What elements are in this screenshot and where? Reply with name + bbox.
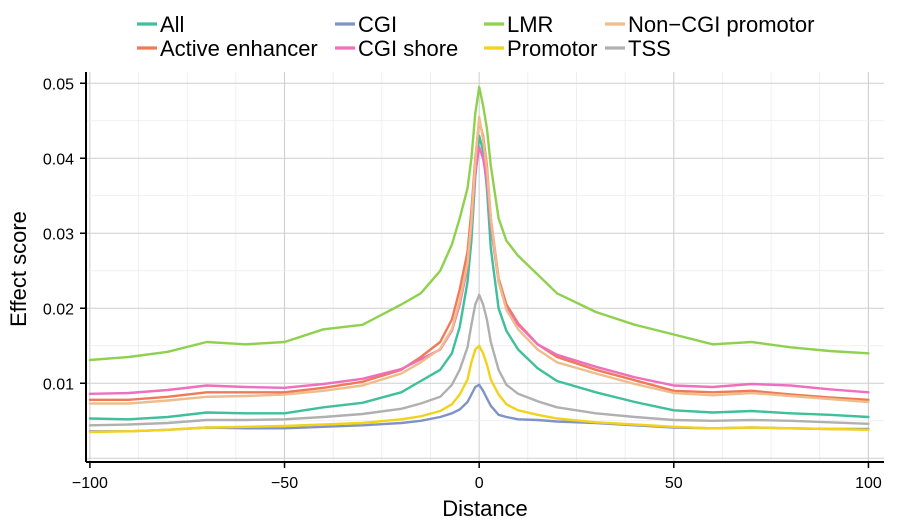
grid xyxy=(86,72,884,462)
y-tick-label: 0.04 xyxy=(43,151,74,168)
tick-labels: −100 −50 0 50 100 0.01 0.02 0.03 0.04 0.05 xyxy=(43,76,882,492)
x-tick-label: −50 xyxy=(271,475,298,492)
x-tick-label: 50 xyxy=(665,475,683,492)
series-line-lmr xyxy=(88,85,870,362)
legend-label: Promotor xyxy=(507,36,597,61)
x-tick-label: −100 xyxy=(72,475,108,492)
series-line-all xyxy=(88,134,870,421)
series-line-non-cgi-promotor xyxy=(88,115,870,405)
x-tick-label: 0 xyxy=(475,475,484,492)
series-line-tss xyxy=(88,293,870,427)
legend-label: CGI xyxy=(358,12,397,37)
y-tick-label: 0.02 xyxy=(43,301,74,318)
legend-label: Non−CGI promotor xyxy=(628,12,814,37)
x-tick-label: 100 xyxy=(855,475,882,492)
y-axis-title: Effect score xyxy=(6,211,31,327)
x-axis-title: Distance xyxy=(442,496,528,521)
legend-label: All xyxy=(160,12,184,37)
series-line-promotor xyxy=(88,344,870,434)
y-tick-label: 0.05 xyxy=(43,76,74,93)
legend-label: TSS xyxy=(628,36,671,61)
legend-label: CGI shore xyxy=(358,36,458,61)
legend-label: LMR xyxy=(507,12,553,37)
series-line-cgi-shore xyxy=(88,145,870,395)
y-tick-label: 0.01 xyxy=(43,376,74,393)
legend-label: Active enhancer xyxy=(160,36,318,61)
axes xyxy=(85,72,884,463)
series-lines xyxy=(88,85,870,434)
legend: All CGI LMR Non−CGI promotor Active enhancer… xyxy=(137,12,814,61)
y-tick-label: 0.03 xyxy=(43,226,74,243)
